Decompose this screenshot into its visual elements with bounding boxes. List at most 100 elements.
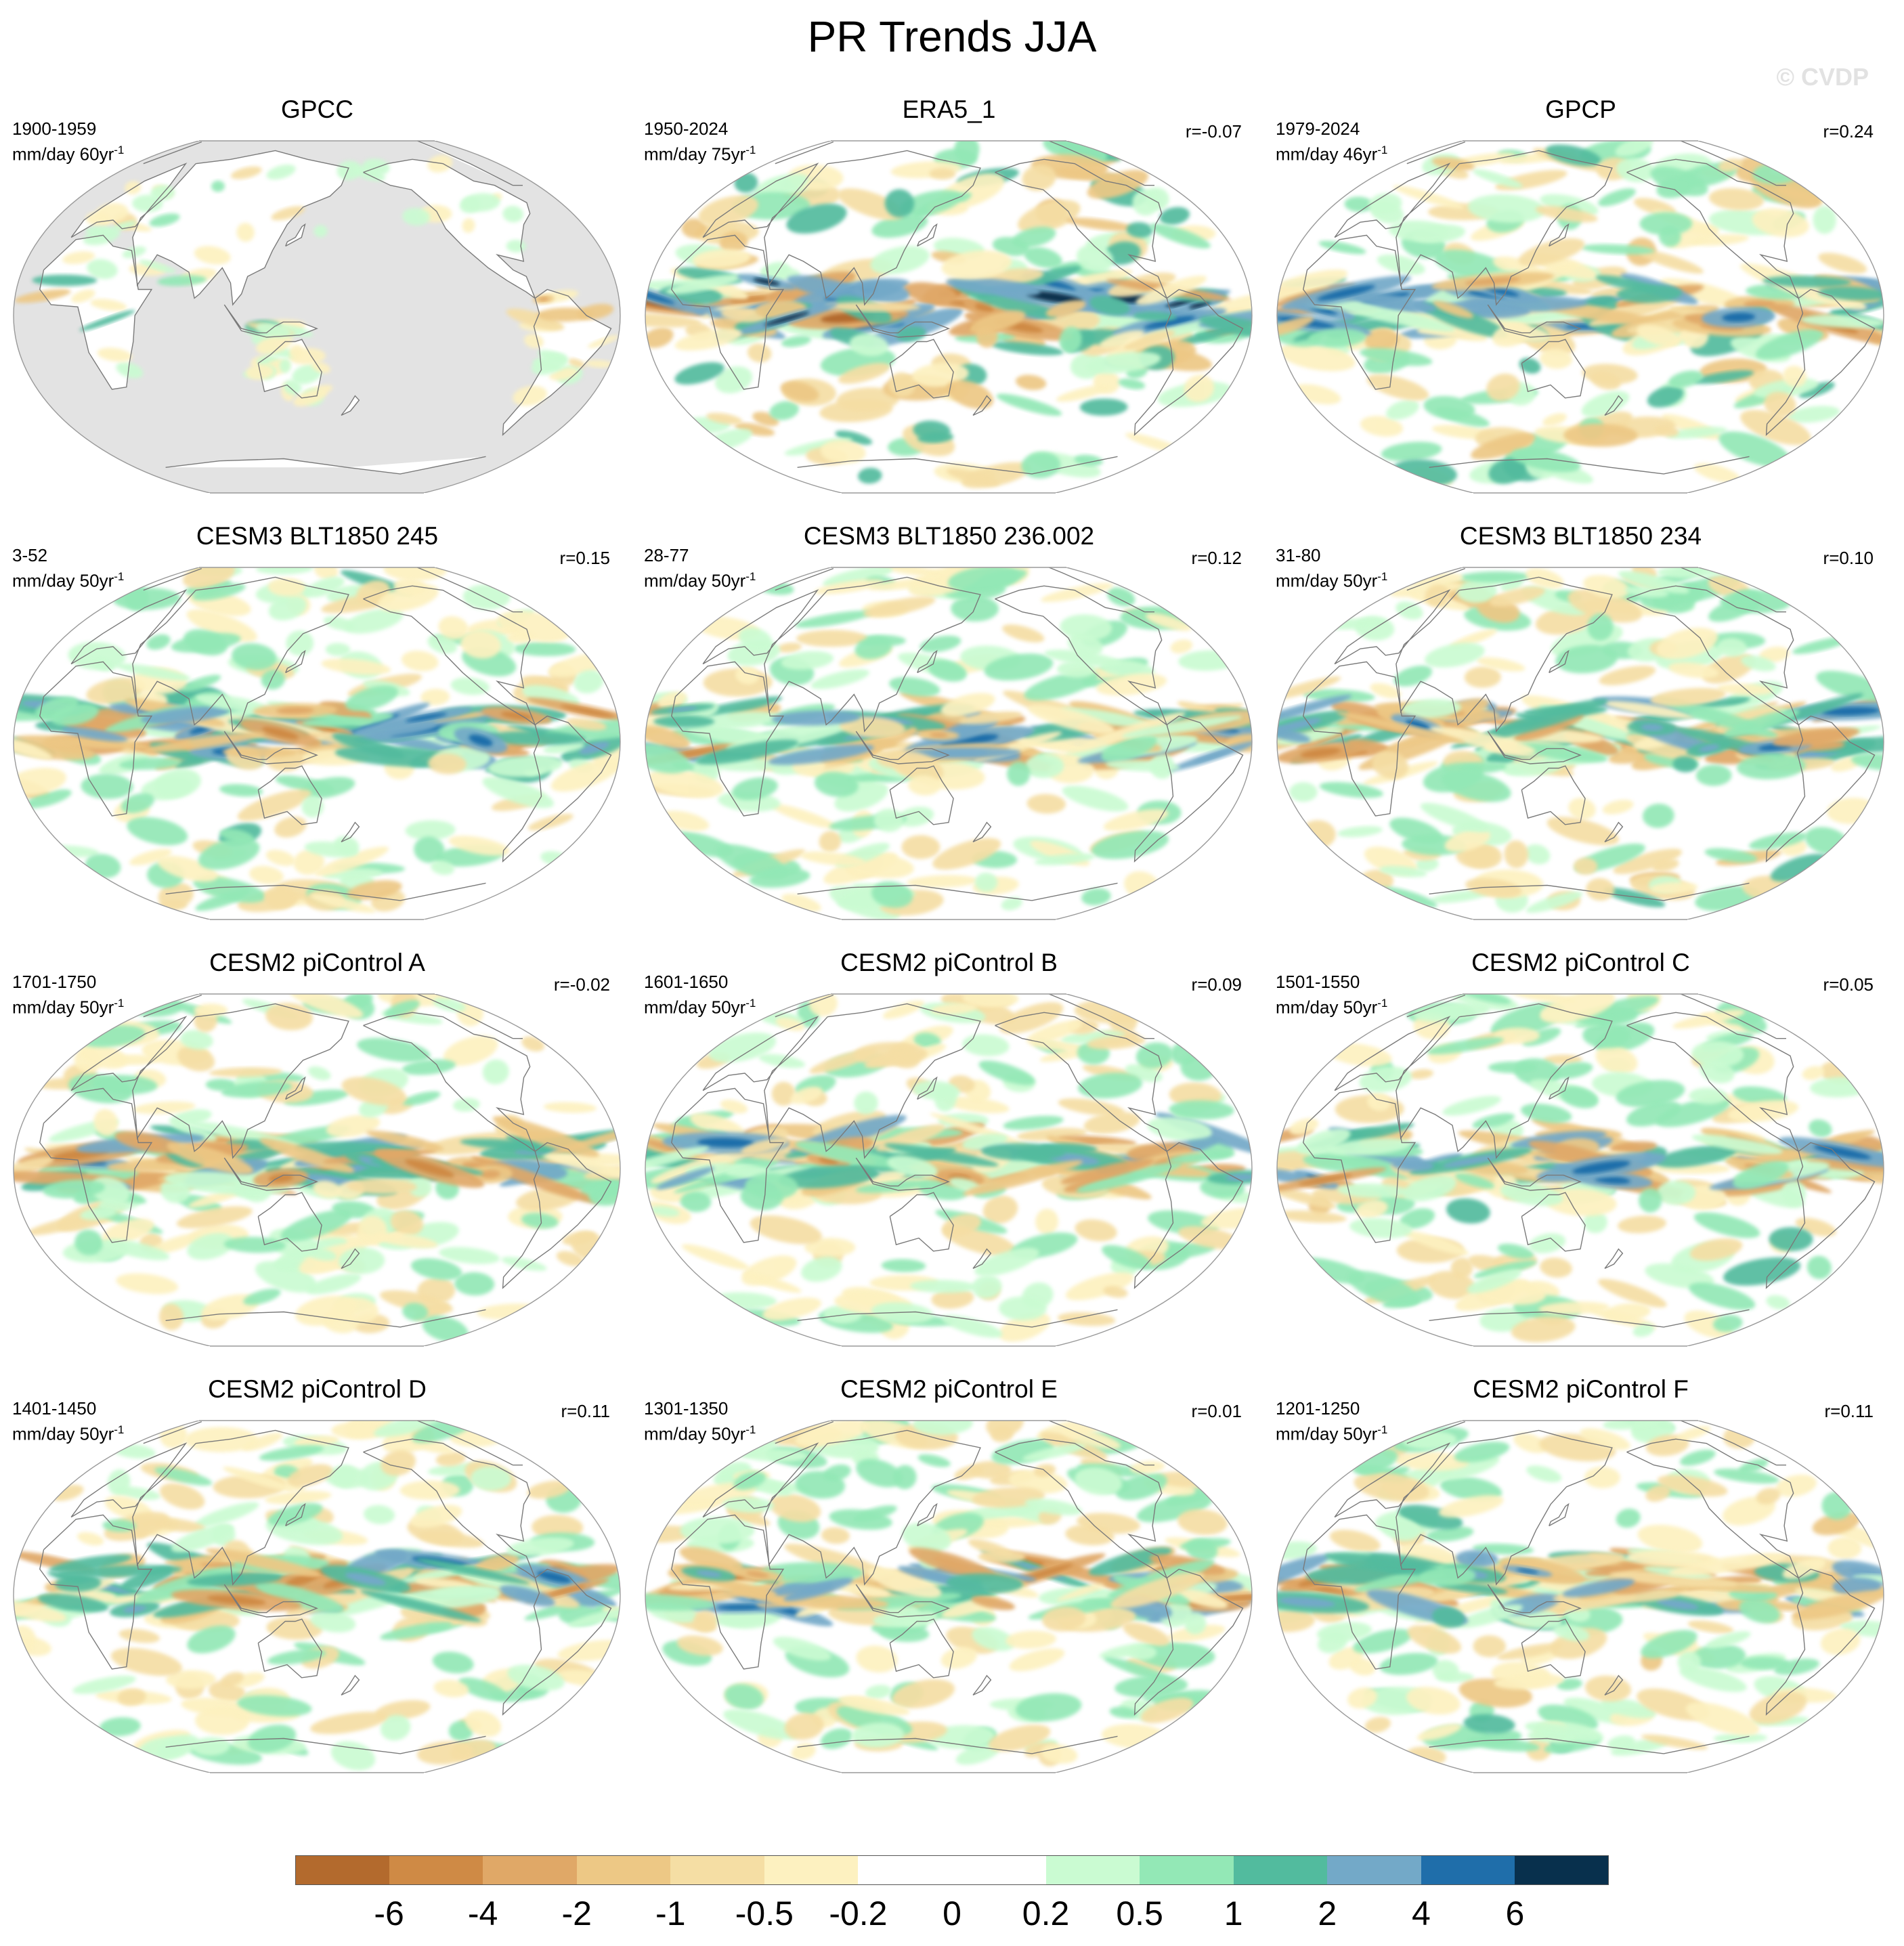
map-frame (1276, 567, 1884, 920)
panel-period: 1401-1450 (12, 1398, 97, 1419)
units-exponent: -1 (114, 144, 125, 156)
panel-units: mm/day 50yr-1 (644, 1419, 756, 1445)
panel-title: GPCC (281, 95, 353, 123)
units-exponent: -1 (745, 997, 756, 1010)
coastlines (671, 141, 1244, 475)
panel-period: 1979-2024 (1276, 118, 1360, 139)
colorbar-swatch (670, 1855, 765, 1885)
map-frame (13, 567, 621, 920)
colorbar-swatch (1327, 1855, 1422, 1885)
colorbar-tick-label: -4 (467, 1895, 498, 1932)
map-frame (645, 993, 1253, 1347)
figure-title: PR Trends JJA (807, 12, 1097, 61)
panel-title: CESM2 piControl B (840, 949, 1058, 976)
panel-units: mm/day 50yr-1 (644, 993, 756, 1018)
trend-map (1276, 567, 1884, 920)
panel-period: 3-52 (12, 545, 48, 565)
units-text: mm/day 50yr (1276, 1423, 1378, 1444)
units-text: mm/day 50yr (1276, 570, 1378, 591)
units-text: mm/day 50yr (12, 997, 114, 1018)
trend-map (645, 567, 1253, 920)
colorbar-swatch (576, 1855, 671, 1885)
colorbar-swatch (389, 1855, 483, 1885)
map-frame (1276, 993, 1884, 1347)
units-exponent: -1 (745, 1423, 756, 1436)
coastlines (1303, 567, 1876, 901)
map-panel: GPCP 1979-2024 mm/day 46yr-1 r=0.24 (1263, 95, 1898, 525)
map-frame (13, 140, 621, 494)
coastlines (1303, 1421, 1876, 1754)
units-text: mm/day 50yr (1276, 997, 1378, 1018)
units-exponent: -1 (745, 144, 756, 156)
colorbar-tick-label: 4 (1411, 1895, 1431, 1932)
map-panel: CESM2 piControl E 1301-1350 mm/day 50yr-1 r… (632, 1375, 1266, 1804)
colorbar-swatch (1515, 1855, 1609, 1885)
units-text: mm/day 75yr (644, 144, 746, 165)
panel-title: CESM2 piControl A (209, 949, 425, 976)
colorbar-swatch (1045, 1855, 1140, 1885)
colorbar-swatch (483, 1855, 578, 1885)
units-exponent: -1 (1377, 144, 1388, 156)
panel-correlation: r=-0.07 (1185, 121, 1242, 142)
panel-units: mm/day 50yr-1 (12, 566, 124, 592)
map-frame (13, 993, 621, 1347)
panel-correlation: r=0.10 (1823, 548, 1874, 568)
trend-map (1276, 993, 1884, 1347)
panel-period: 1950-2024 (644, 118, 729, 139)
colorbar-tick-label: 0 (943, 1895, 961, 1932)
panel-correlation: r=0.05 (1823, 974, 1874, 995)
units-text: mm/day 50yr (644, 1423, 746, 1444)
map-panel: CESM2 piControl D 1401-1450 mm/day 50yr-1 r… (0, 1375, 634, 1804)
trend-map (1276, 140, 1884, 494)
map-panel: CESM2 piControl C 1501-1550 mm/day 50yr-1 r… (1263, 948, 1898, 1378)
trend-map (13, 1420, 621, 1773)
panel-units: mm/day 50yr-1 (644, 566, 756, 592)
units-exponent: -1 (1377, 570, 1388, 583)
units-exponent: -1 (1377, 1423, 1388, 1436)
units-text: mm/day 50yr (12, 570, 114, 591)
colorbar-swatch (1140, 1855, 1234, 1885)
trend-map (13, 140, 621, 494)
colorbar-swatch (858, 1855, 953, 1885)
trend-field (645, 567, 1252, 920)
panel-correlation: r=0.01 (1191, 1401, 1242, 1421)
coastlines (39, 994, 612, 1328)
trend-field (1277, 994, 1884, 1343)
colorbar-swatch (295, 1855, 389, 1885)
panel-period: 1301-1350 (644, 1398, 729, 1419)
colorbar-tick-label: -0.5 (735, 1895, 794, 1932)
panel-period: 1900-1959 (12, 118, 97, 139)
trend-field (645, 994, 1252, 1342)
units-text: mm/day 50yr (644, 997, 746, 1018)
panel-correlation: r=0.24 (1823, 121, 1874, 142)
units-exponent: -1 (114, 997, 125, 1010)
panel-correlation: r=0.11 (1824, 1401, 1874, 1421)
trend-field (1277, 567, 1884, 913)
map-panel: CESM3 BLT1850 234 31-80 mm/day 50yr-1 r=0.1… (1263, 521, 1898, 951)
map-panel: GPCC 1900-1959 mm/day 60yr-1 (0, 95, 634, 525)
panel-period: 28-77 (644, 545, 689, 565)
panel-units: mm/day 50yr-1 (1276, 993, 1387, 1018)
units-text: mm/day 60yr (12, 144, 114, 165)
map-frame (13, 1420, 621, 1773)
panel-period: 1601-1650 (644, 972, 729, 992)
cvdp-watermark: © CVDP (1776, 63, 1869, 91)
units-exponent: -1 (1377, 997, 1388, 1010)
map-panel: CESM3 BLT1850 236.002 28-77 mm/day 50yr-1 r… (632, 521, 1266, 951)
trend-map (13, 993, 621, 1347)
panel-units: mm/day 46yr-1 (1276, 139, 1387, 165)
units-exponent: -1 (745, 570, 756, 583)
panel-period: 1701-1750 (12, 972, 97, 992)
panel-units: mm/day 50yr-1 (12, 993, 124, 1018)
units-exponent: -1 (114, 570, 125, 583)
coastlines (671, 567, 1244, 901)
colorbar-tick-label: -0.2 (829, 1895, 888, 1932)
colorbar-tick-label: 1 (1224, 1895, 1243, 1932)
panel-title: ERA5_1 (902, 95, 996, 123)
panel-correlation: r=0.11 (561, 1401, 610, 1421)
units-text: mm/day 46yr (1276, 144, 1378, 165)
colorbar-swatch (764, 1855, 859, 1885)
trend-field (645, 141, 1252, 489)
trend-map (645, 1420, 1253, 1773)
coastlines (39, 567, 612, 901)
